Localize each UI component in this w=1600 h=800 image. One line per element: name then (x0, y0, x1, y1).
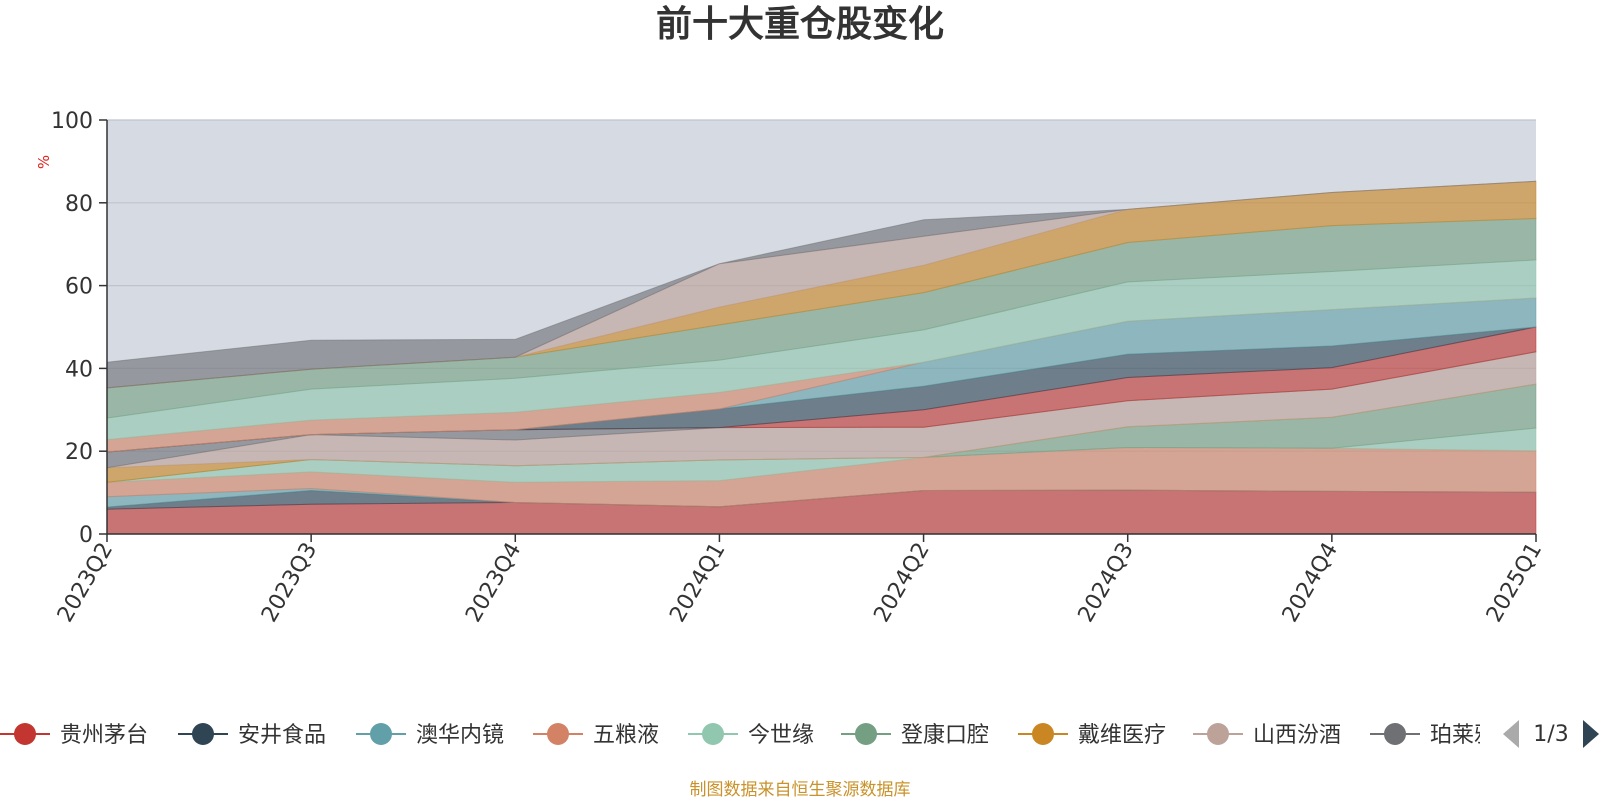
legend-marker (370, 723, 392, 745)
triangle-right-icon[interactable] (1583, 720, 1599, 748)
legend-label: 珀莱雅 (1430, 723, 1496, 748)
x-tick-label: 2023Q3 (257, 539, 322, 627)
legend-item[interactable]: 五粮液 (533, 723, 659, 748)
legend-marker (192, 723, 214, 745)
legend-items: 贵州茅台 安井食品 澳华内镜 五粮液 今世缘 登康口腔 戴维医疗 山西汾酒 珀莱雅 (0, 723, 1496, 748)
legend-label: 今世缘 (748, 723, 814, 748)
y-axis-unit: % (35, 155, 53, 169)
legend-label: 戴维医疗 (1078, 723, 1166, 748)
legend-label: 贵州茅台 (60, 723, 148, 748)
x-tick-label: 2023Q4 (461, 539, 526, 627)
stacked-areas (106, 180, 1537, 535)
legend-item[interactable]: 安井食品 (178, 723, 326, 748)
y-tick-label: 20 (65, 440, 93, 465)
y-tick-label: 40 (65, 357, 93, 382)
legend-marker (1384, 723, 1406, 745)
legend-marker (1032, 723, 1054, 745)
legend-marker (547, 723, 569, 745)
legend-page-indicator: 1/3 (1533, 722, 1568, 747)
x-tick-label: 2024Q1 (665, 539, 730, 627)
y-tick-label: 0 (79, 523, 93, 548)
legend-item[interactable]: 登康口腔 (841, 723, 989, 748)
legend-item[interactable]: 澳华内镜 (356, 723, 504, 748)
legend-label: 安井食品 (238, 723, 326, 748)
y-tick-label: 100 (51, 109, 93, 134)
x-tick-label: 2023Q2 (53, 539, 118, 627)
legend-marker (1207, 723, 1229, 745)
legend-marker (702, 723, 724, 745)
y-tick-label: 60 (65, 275, 93, 300)
legend-item[interactable]: 贵州茅台 (0, 723, 148, 748)
data-source-note: 制图数据来自恒生聚源数据库 (690, 780, 911, 800)
triangle-left-icon[interactable] (1503, 720, 1519, 748)
legend-label: 澳华内镜 (416, 723, 504, 748)
legend-marker (14, 723, 36, 745)
x-tick-label: 2024Q4 (1278, 539, 1343, 627)
x-tick-label: 2025Q1 (1482, 539, 1547, 627)
chart-title: 前十大重仓股变化 (656, 3, 944, 45)
legend-item[interactable]: 今世缘 (688, 723, 814, 748)
legend: 贵州茅台 安井食品 澳华内镜 五粮液 今世缘 登康口腔 戴维医疗 山西汾酒 珀莱雅 (0, 723, 1496, 748)
x-tick-label: 2024Q3 (1074, 539, 1139, 627)
legend-item[interactable]: 戴维医疗 (1018, 723, 1166, 748)
y-tick-label: 80 (65, 192, 93, 217)
legend-label: 登康口腔 (901, 723, 989, 748)
area-series-18 (106, 180, 1537, 389)
legend-pager: 1/3 (1503, 720, 1599, 748)
legend-item[interactable]: 山西汾酒 (1193, 723, 1341, 748)
legend-label: 五粮液 (593, 723, 659, 748)
x-tick-label: 2024Q2 (869, 539, 934, 627)
legend-marker (855, 723, 877, 745)
legend-item[interactable]: 珀莱雅 (1370, 723, 1496, 748)
legend-label: 山西汾酒 (1253, 723, 1341, 748)
